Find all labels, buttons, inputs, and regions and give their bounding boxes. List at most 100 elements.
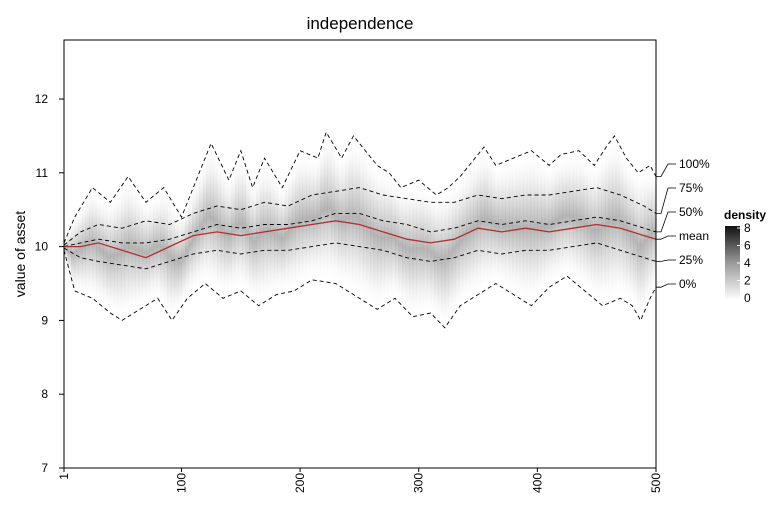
- density-strip: [188, 190, 193, 298]
- series-0pct-line: [64, 250, 656, 329]
- density-strip: [234, 156, 239, 294]
- density-strip: [412, 181, 417, 317]
- legend-tick-label: 8: [744, 221, 751, 235]
- density-strip: [345, 144, 350, 292]
- density-strip: [99, 193, 104, 308]
- density-strip: [142, 197, 147, 308]
- density-strip: [249, 176, 254, 301]
- density-strip: [163, 187, 168, 314]
- density-strip: [594, 159, 599, 302]
- density-strip: [309, 154, 314, 282]
- quantile-label-75pct: 75%: [679, 181, 703, 195]
- density-strip: [583, 155, 588, 293]
- density-strip: [377, 165, 382, 310]
- x-tick-label: 300: [412, 473, 426, 493]
- density-strip: [348, 138, 353, 294]
- density-strip: [92, 187, 97, 302]
- legend-tick-label: 2: [744, 274, 751, 288]
- density-strip: [441, 189, 446, 328]
- density-strip: [519, 154, 524, 301]
- density-strip: [608, 139, 613, 304]
- density-strip: [569, 151, 574, 282]
- density-strip: [526, 151, 531, 305]
- legend-colorbar: [725, 226, 740, 300]
- density-strip: [487, 152, 492, 289]
- density-strip: [480, 147, 485, 294]
- density-strip: [562, 153, 567, 280]
- density-strip: [362, 147, 368, 303]
- density-strip: [313, 156, 318, 281]
- density-strip: [498, 162, 503, 288]
- density-strip: [476, 151, 482, 296]
- density-strip: [131, 181, 136, 315]
- series-mean-line: [64, 220, 656, 259]
- density-strip: [533, 152, 538, 304]
- density-strip: [138, 192, 143, 311]
- quantile-label-25pct: 25%: [679, 253, 703, 267]
- density-strip: [135, 186, 140, 313]
- density-strip: [601, 148, 606, 305]
- density-strip: [644, 166, 649, 313]
- density-strip: [619, 144, 624, 300]
- legend-title: density: [724, 208, 766, 222]
- density-strip: [572, 151, 578, 285]
- density-strip: [288, 167, 293, 293]
- density-strip: [629, 162, 635, 308]
- density-strip: [227, 174, 232, 297]
- density-strip: [185, 199, 190, 302]
- x-tick-label: 1: [57, 473, 71, 480]
- density-strip: [327, 134, 332, 283]
- density-strip: [241, 154, 247, 295]
- density-strip: [384, 169, 389, 305]
- density-strip: [537, 155, 542, 300]
- density-strip: [74, 211, 79, 293]
- quantile-label-100pct: 100%: [679, 157, 710, 171]
- density-strip: [156, 190, 161, 302]
- quantile-labels: 100% 75% 50% mean 25% 0%: [656, 157, 710, 291]
- density-strip: [306, 153, 311, 284]
- density-strip: [580, 151, 585, 290]
- density-strip: [341, 151, 346, 290]
- density-strip: [213, 148, 218, 294]
- density-strip: [380, 167, 385, 308]
- series-75pct-line: [64, 187, 656, 246]
- x-tick-label: 100: [174, 473, 188, 493]
- density-strip: [548, 163, 553, 289]
- density-strip: [508, 158, 514, 294]
- density-strip: [651, 167, 656, 297]
- density-strip: [540, 158, 546, 296]
- density-strip: [209, 146, 215, 291]
- density-strip: [149, 196, 154, 304]
- density-strip: [640, 169, 645, 321]
- density-strip: [277, 179, 282, 295]
- density-strip: [366, 152, 371, 305]
- density-strip: [355, 138, 361, 299]
- density-strip: [423, 184, 428, 315]
- density-strip: [473, 155, 478, 298]
- density-strip: [160, 187, 165, 308]
- quantile-connector: [656, 187, 676, 214]
- density-strip: [124, 176, 129, 319]
- density-strip: [106, 199, 111, 314]
- density-strip: [444, 187, 449, 328]
- density-strip: [195, 172, 200, 292]
- density-strip: [405, 184, 410, 314]
- quantile-connector: [656, 259, 676, 262]
- density-strip: [352, 138, 357, 297]
- density-strip: [81, 199, 86, 296]
- density-strip: [633, 166, 638, 315]
- density-strip: [103, 196, 108, 311]
- density-strip: [530, 151, 535, 305]
- density-strip: [320, 139, 325, 282]
- density-strip: [206, 146, 211, 288]
- density-strip: [96, 190, 101, 305]
- density-strip: [483, 147, 489, 291]
- series-lines: [64, 131, 656, 329]
- quantile-label-50pct: 50%: [679, 205, 703, 219]
- density-strip: [334, 146, 339, 285]
- density-strip: [551, 159, 556, 286]
- density-strip: [558, 154, 563, 282]
- x-axis: 1 100 200 300 400 500: [57, 468, 663, 493]
- series-100pct-line: [64, 131, 656, 244]
